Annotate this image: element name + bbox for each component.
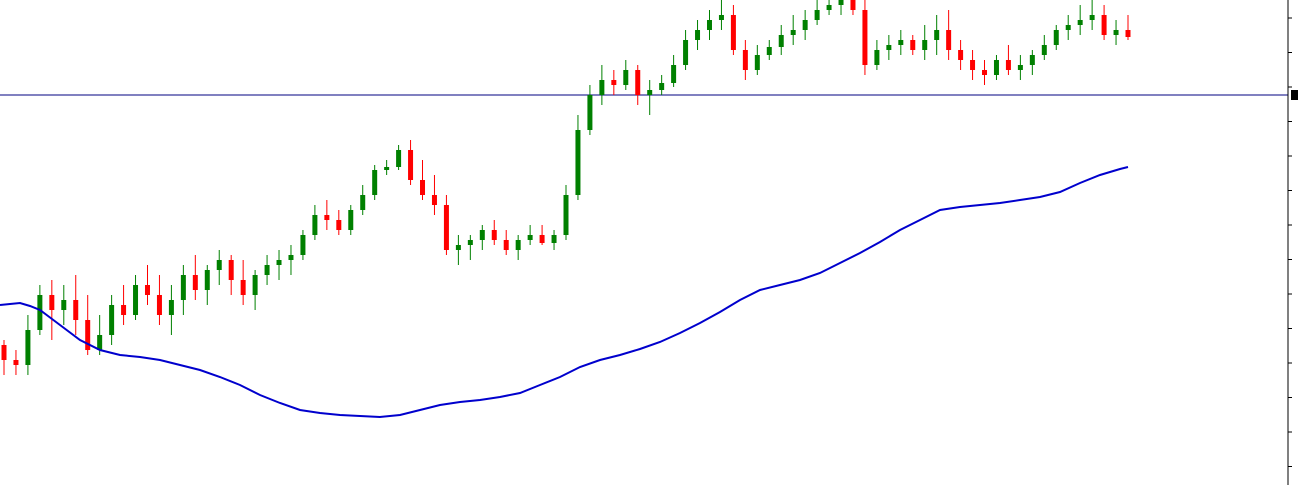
candle-body [1101,15,1107,35]
candle-body [276,260,282,265]
candle-body [778,35,784,47]
candle-body [1041,45,1047,55]
candle-body [838,0,844,5]
candle-body [742,50,748,70]
candle-body [443,205,449,250]
candle-body [240,280,246,295]
candle-body [706,20,712,30]
candle-body [324,215,330,220]
candle-body [946,30,952,50]
candle-body [168,300,174,315]
candle-body [1029,55,1035,65]
candle-body [420,180,426,195]
candle-body [288,255,294,260]
candle-body [156,295,162,315]
candle-body [515,240,521,250]
candle-body [886,45,892,50]
candle-body [970,60,976,70]
candle-body [982,70,988,75]
candle-body [348,210,354,230]
candle-body [133,285,139,315]
candle-body [958,50,964,60]
candle-body [1125,30,1131,37]
candle-body [563,195,569,235]
candle-body [1113,30,1119,35]
candle-body [1053,30,1059,45]
candle-body [204,270,210,290]
candle-body [37,295,43,330]
candle-body [790,30,796,35]
candle-body [850,0,856,10]
candle-body [635,70,641,95]
candle-body [372,170,378,195]
candle-body [216,260,222,270]
candle-body [121,305,127,315]
candle-body [13,360,19,365]
candle-body [431,195,437,205]
candle-body [814,10,820,20]
candle-body [647,90,653,95]
candle-body [898,40,904,45]
candle-body [730,15,736,50]
candle-body [479,230,485,240]
candle-body [384,167,390,170]
candle-body [97,335,103,350]
candle-body [467,240,473,245]
candle-body [599,80,605,95]
candle-body [683,40,689,65]
candle-body [623,70,629,85]
candle-body [144,285,150,295]
candle-body [49,295,55,310]
candle-body [575,130,581,195]
candle-body [754,55,760,70]
candle-body [862,10,868,65]
candle-body [408,150,414,180]
candle-body [312,215,318,235]
candle-body [1017,65,1023,70]
candle-body [73,300,79,320]
candle-body [826,5,832,10]
candle-body [455,245,461,250]
candle-body [360,195,366,210]
candle-body [1,345,7,360]
candle-body [874,50,880,65]
candle-body [587,95,593,130]
candle-body [85,320,91,350]
candle-body [527,235,533,240]
candle-body [1065,25,1071,30]
candle-body [551,235,557,243]
candle-body [264,265,270,275]
candle-body [61,300,67,310]
candle-body [802,20,808,30]
candle-body [659,83,665,90]
candle-body [252,275,258,295]
candle-body [671,65,677,83]
moving-average-line [0,166,1129,419]
candle-body [1077,20,1083,25]
candle-body [993,60,999,75]
candle-body [336,220,342,230]
candle-body [491,230,497,240]
candle-body [695,30,701,40]
candle-body [766,47,772,55]
current-price-marker [1291,90,1298,100]
candle-body [503,240,509,250]
candle-body [539,235,545,243]
candle-body [1005,60,1011,70]
candle-body [611,80,617,85]
candle-body [396,150,402,167]
candle-body [922,40,928,50]
candle-body [180,275,186,300]
candle-body [718,15,724,20]
candle-body [109,305,115,335]
candle-body [910,40,916,50]
candle-body [228,260,234,280]
candle-body [300,235,306,255]
candle-body [934,30,940,40]
candle-body [1089,15,1095,20]
candle-body [25,330,31,365]
candle-body [192,275,198,290]
